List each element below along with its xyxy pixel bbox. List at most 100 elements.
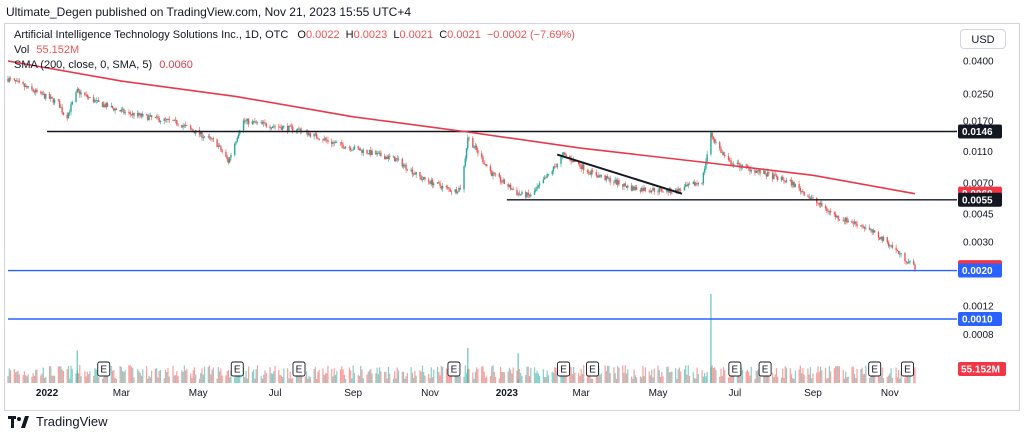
volume-bar [419,370,421,383]
candle-body [491,171,493,177]
volume-bar [837,366,839,383]
high-value: 0.0023 [353,29,388,41]
candle-body [555,166,557,168]
earnings-marker[interactable]: E [292,361,306,377]
earnings-marker[interactable]: E [586,361,599,377]
candle-body [847,220,849,223]
candle-body [739,163,741,168]
candle-body [828,211,831,212]
chart-frame[interactable] [4,23,1020,411]
earnings-marker[interactable]: E [868,361,882,377]
candle-body [793,182,795,188]
earnings-marker[interactable]: E [557,361,570,377]
volume-legend[interactable]: Vol 55.152M [14,44,79,56]
volume-bar [465,373,468,383]
currency-button[interactable]: USD [960,29,1006,49]
volume-bar [200,373,202,383]
earnings-marker[interactable]: E [728,361,742,377]
candle-body [658,188,660,193]
candle-body [198,129,201,135]
candle-body [397,158,400,160]
volume-bar [59,366,61,383]
candle-body [430,179,432,184]
candle-body [362,149,364,153]
volume-bar [516,370,518,383]
volume-bar [27,374,29,383]
candle-body [370,149,372,156]
candle-body [508,184,511,187]
volume-bar [899,378,901,383]
candle-body [464,158,466,167]
volume-bar [36,369,38,383]
volume-bar [288,378,290,383]
volume-bar [533,367,536,383]
candle-body [896,249,899,251]
tradingview-logo[interactable]: TradingView [8,414,108,429]
time-tick-label: Sep [804,388,822,399]
volume-bar [278,369,280,383]
price-tick-label: 0.0070 [963,178,994,189]
volume-bar [140,375,143,383]
earnings-marker-letter: E [100,365,107,376]
volume-bar [895,367,897,383]
candle-body [643,187,645,191]
candle-body [659,188,662,190]
volume-bar [758,368,760,383]
candle-body [66,114,68,119]
volume-bar [304,376,306,383]
candle-body [227,158,230,163]
earnings-marker[interactable]: E [97,361,111,377]
volume-bar [318,369,320,383]
volume-bar [186,368,188,383]
candle-body [454,189,456,192]
volume-bar [395,378,397,383]
volume-bar [94,368,96,383]
candle-body [344,146,347,149]
volume-bar [819,366,822,383]
candle-body [591,170,594,173]
volume-bar [174,375,177,383]
volume-bar [741,369,744,383]
earnings-marker-box [447,361,461,377]
volume-bar [643,376,645,383]
volume-bar [166,371,168,383]
candle-body [377,152,380,154]
volume-bar [237,374,240,383]
earnings-marker[interactable]: E [900,361,914,377]
candle-body [202,137,204,139]
earnings-marker[interactable]: E [230,361,244,377]
candle-body [128,112,130,114]
volume-bar [299,373,301,383]
candle-body [36,89,38,92]
symbol-legend[interactable]: Artificial Intelligence Technology Solut… [14,29,575,41]
candle-body [331,141,333,144]
sma-legend[interactable]: SMA (200, close, 0, SMA, 5) 0.0060 [14,59,193,71]
volume-bar [377,374,379,383]
volume-bar [750,366,752,383]
candle-body [429,181,431,184]
earnings-marker[interactable]: E [758,361,772,377]
earnings-marker-letter: E [560,365,567,376]
earnings-marker[interactable]: E [447,361,461,377]
candle-body [308,133,310,136]
volume-bar [62,371,65,383]
volume-bar [869,377,871,383]
time-tick-label: Nov [881,388,899,399]
candle-body [807,195,809,197]
volume-bar [835,366,837,383]
volume-bar [536,370,538,383]
volume-bar [251,371,253,383]
volume-bar [836,366,838,383]
volume-bar [474,371,476,383]
volume-bar [192,370,194,383]
volume-bar [686,374,688,383]
candle-body [861,225,863,227]
candle-body [247,119,250,125]
candle-body [475,145,478,150]
candle-body [315,133,318,138]
candle-body [51,97,53,99]
candle-body [105,103,107,108]
volume-bar [370,368,372,383]
candle-body [518,193,521,195]
